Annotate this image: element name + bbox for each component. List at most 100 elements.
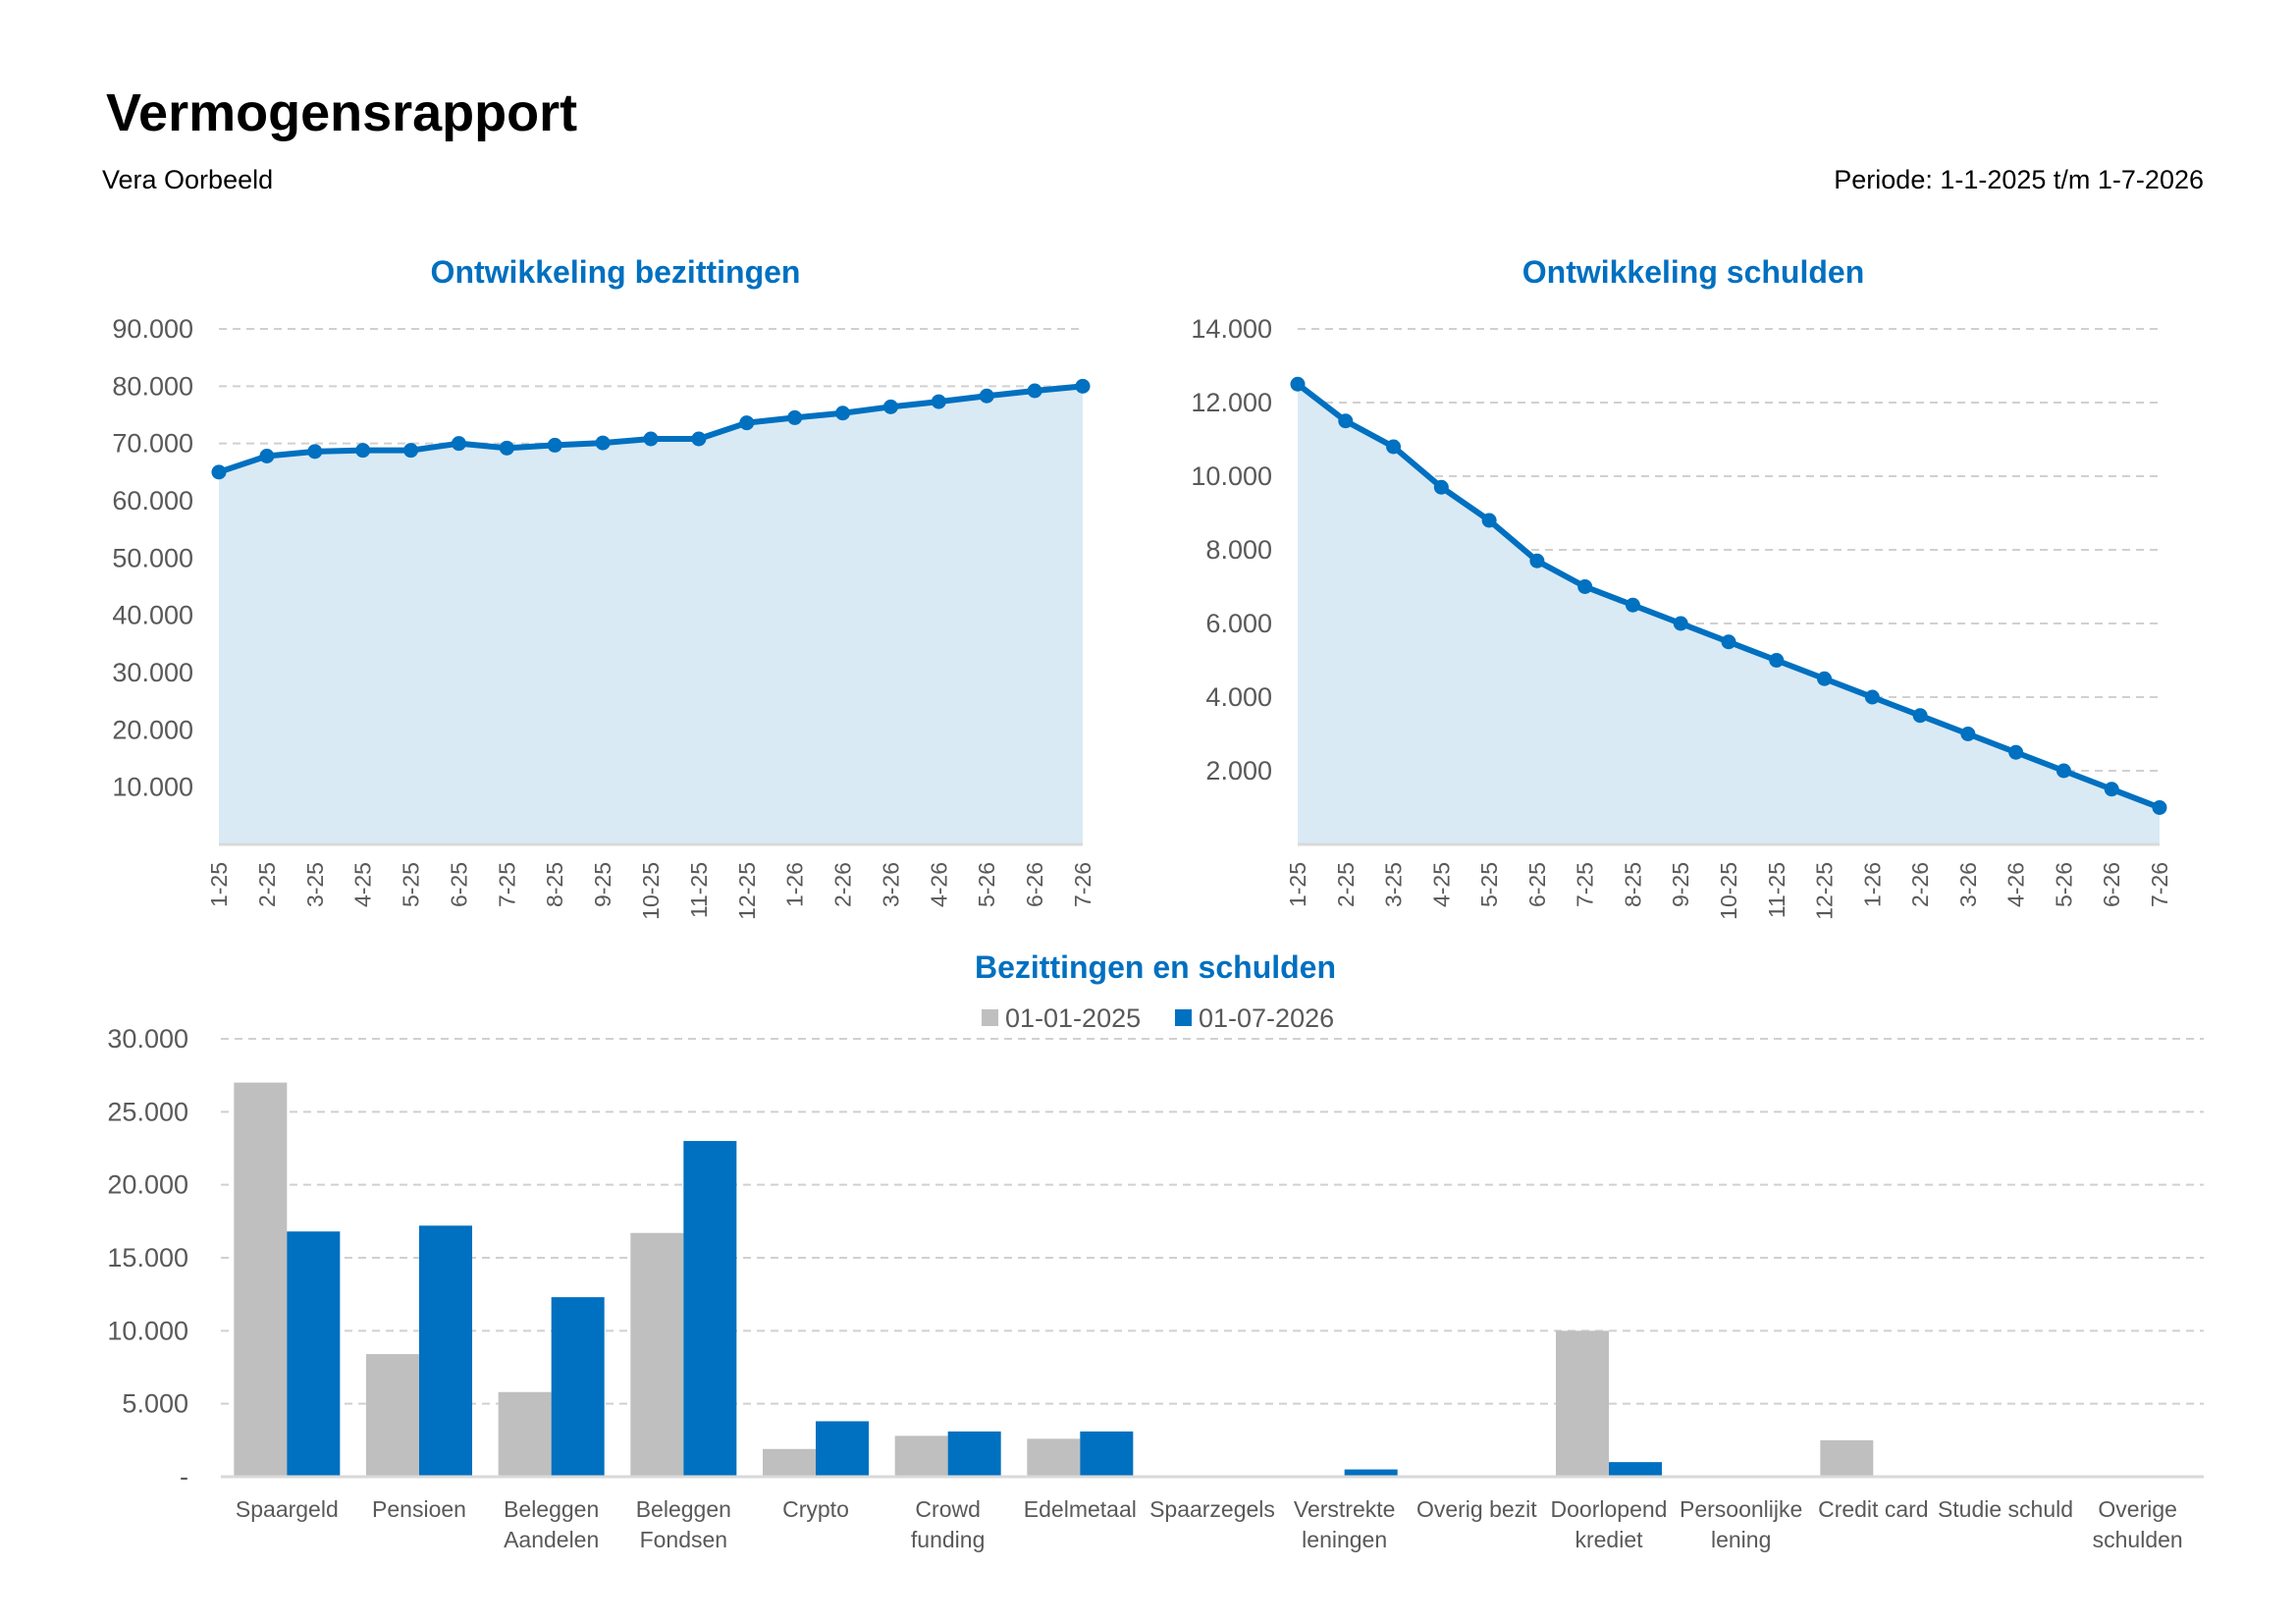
data-point <box>787 409 803 425</box>
data-point <box>882 399 898 414</box>
y-tick-label: 15.000 <box>107 1243 188 1272</box>
x-tick-label: 7-25 <box>494 862 519 907</box>
x-tick-label: 3-25 <box>1381 862 1407 907</box>
category-label: funding <box>911 1527 985 1552</box>
x-tick-label: 7-26 <box>1070 862 1095 907</box>
x-tick-label: 6-26 <box>2099 862 2124 907</box>
y-tick-label: 70.000 <box>112 429 193 459</box>
category-label: Spaarzegels <box>1149 1496 1275 1522</box>
report-period: Periode: 1-1-2025 t/m 1-7-2026 <box>1834 165 2204 194</box>
bar <box>287 1231 341 1477</box>
bar <box>366 1354 419 1477</box>
y-tick-label: 30.000 <box>107 1024 188 1054</box>
x-tick-label: 1-26 <box>1859 862 1885 907</box>
y-tick-label: 10.000 <box>1191 461 1272 491</box>
data-point <box>1027 383 1042 399</box>
y-tick-label: 2.000 <box>1205 756 1272 785</box>
x-tick-label: 4-25 <box>350 862 376 907</box>
data-point <box>835 406 851 421</box>
x-tick-label: 6-26 <box>1022 862 1047 907</box>
y-tick-label: 10.000 <box>112 773 193 802</box>
data-point <box>1912 708 1928 724</box>
x-tick-label: 1-26 <box>782 862 808 907</box>
y-tick-label: 20.000 <box>112 715 193 744</box>
bar <box>630 1232 684 1477</box>
data-point <box>1075 378 1091 394</box>
x-tick-label: 11-25 <box>1764 862 1789 918</box>
data-point <box>739 415 755 431</box>
y-tick-label: 14.000 <box>1191 314 1272 344</box>
bar <box>1344 1469 1398 1477</box>
y-tick-label: 30.000 <box>112 658 193 687</box>
x-tick-label: 4-25 <box>1428 862 1454 907</box>
x-tick-label: 5-25 <box>399 862 424 907</box>
x-tick-label: 3-26 <box>1955 862 1981 907</box>
client-name: Vera Oorbeeld <box>102 165 274 194</box>
y-tick-label: 90.000 <box>112 314 193 344</box>
x-tick-label: 5-26 <box>2051 862 2076 907</box>
y-tick-label: 40.000 <box>112 601 193 630</box>
category-label: Pensioen <box>372 1496 466 1522</box>
bar <box>1556 1330 1609 1477</box>
bar <box>683 1141 737 1477</box>
y-tick-label: 8.000 <box>1205 535 1272 565</box>
data-point <box>403 443 419 459</box>
category-label: Doorlopend <box>1551 1496 1668 1522</box>
chart-title: Ontwikkeling schulden <box>1522 254 1865 290</box>
area-fill <box>219 386 1083 844</box>
data-point <box>355 443 371 459</box>
y-tick-label: 5.000 <box>122 1389 188 1419</box>
category-label: Overige <box>2098 1496 2177 1522</box>
bar <box>551 1297 605 1477</box>
data-point <box>979 388 994 404</box>
category-label: Beleggen <box>504 1496 599 1522</box>
data-point <box>2152 800 2167 815</box>
data-point <box>595 435 611 451</box>
y-tick-label: 20.000 <box>107 1170 188 1200</box>
category-label: Credit card <box>1818 1496 1928 1522</box>
data-point <box>1673 616 1688 631</box>
data-point <box>2056 763 2071 779</box>
category-label: Persoonlijke <box>1680 1496 1802 1522</box>
x-tick-label: 1-25 <box>206 862 232 907</box>
category-label: Beleggen <box>636 1496 731 1522</box>
data-point <box>1864 689 1880 705</box>
data-point <box>931 394 946 409</box>
category-label: Crypto <box>782 1496 849 1522</box>
category-label: Crowd <box>915 1496 980 1522</box>
data-point <box>1817 671 1833 686</box>
x-tick-label: 9-25 <box>1668 862 1693 907</box>
data-point <box>1577 579 1593 594</box>
category-label: lening <box>1711 1527 1771 1552</box>
category-label: Spaargeld <box>236 1496 339 1522</box>
x-tick-label: 12-25 <box>1812 862 1838 920</box>
x-tick-label: 11-25 <box>686 862 712 918</box>
x-tick-label: 9-25 <box>590 862 615 907</box>
x-tick-label: 7-26 <box>2147 862 2172 907</box>
legend-label: 01-07-2026 <box>1199 1003 1334 1033</box>
legend-swatch <box>1175 1009 1192 1026</box>
chart-title: Ontwikkeling bezittingen <box>431 254 801 290</box>
y-tick-label: 60.000 <box>112 486 193 515</box>
category-label: Edelmetaal <box>1024 1496 1137 1522</box>
data-point <box>1769 653 1785 668</box>
bar <box>1609 1462 1662 1477</box>
bar <box>1080 1431 1134 1477</box>
data-point <box>643 431 659 447</box>
data-point <box>2008 744 2024 760</box>
x-tick-label: 3-26 <box>878 862 903 907</box>
x-tick-label: 4-26 <box>2003 862 2029 907</box>
bar <box>419 1225 472 1477</box>
y-tick-label: 10.000 <box>107 1316 188 1345</box>
x-tick-label: 2-26 <box>830 862 856 907</box>
y-tick-label: 12.000 <box>1191 388 1272 417</box>
bar <box>1027 1438 1081 1477</box>
y-tick-label: 80.000 <box>112 371 193 401</box>
bar <box>816 1421 869 1477</box>
data-point <box>1960 727 1976 741</box>
x-tick-label: 2-25 <box>254 862 280 907</box>
data-point <box>1386 439 1402 455</box>
bar <box>1820 1439 1874 1477</box>
x-tick-label: 7-25 <box>1573 862 1598 907</box>
x-tick-label: 4-26 <box>926 862 951 907</box>
